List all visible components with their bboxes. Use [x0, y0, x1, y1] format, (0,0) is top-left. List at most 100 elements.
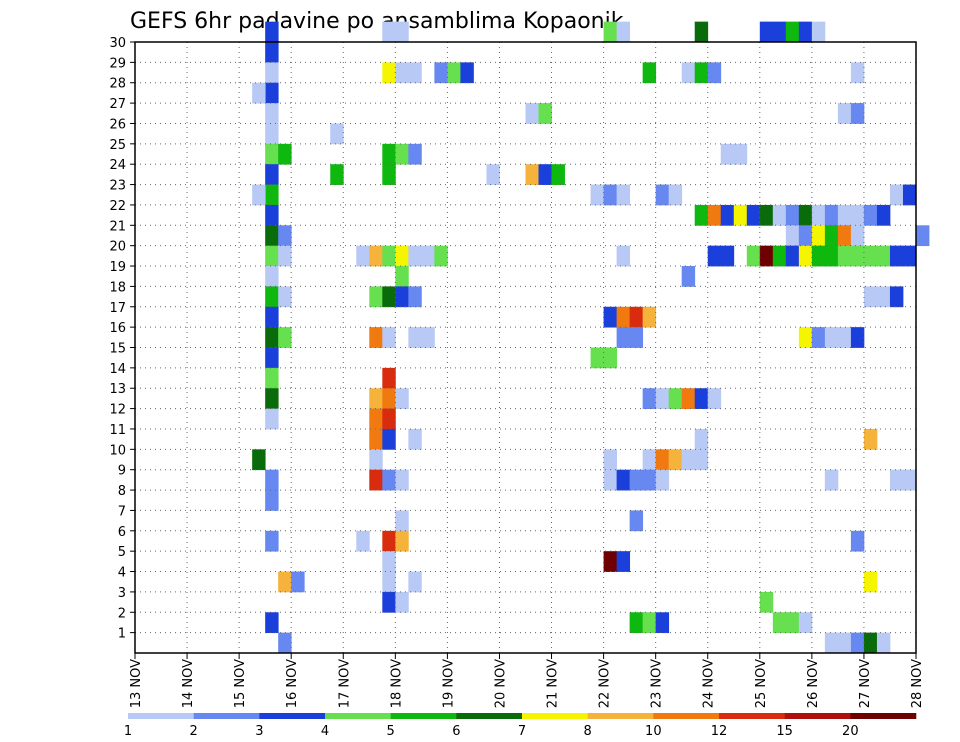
heatmap-cell: [642, 388, 657, 409]
heatmap-cell: [798, 327, 813, 348]
heatmap-cell: [382, 367, 396, 389]
heatmap-cell: [837, 103, 852, 124]
colorbar-label: 10: [645, 724, 662, 739]
heatmap-cell: [772, 21, 787, 43]
heatmap-cell: [330, 164, 344, 185]
x-tick-label: 24 NOV: [702, 659, 717, 708]
y-tick-label: 14: [109, 362, 126, 377]
x-tick-label: 17 NOV: [337, 659, 352, 708]
heatmap-cell: [265, 530, 279, 552]
heatmap-cell: [265, 367, 279, 389]
heatmap-cell: [850, 530, 865, 552]
heatmap-cell: [824, 327, 839, 348]
y-tick-label: 17: [109, 301, 126, 316]
heatmap-cell: [278, 245, 292, 267]
heatmap-cell: [798, 245, 813, 267]
heatmap-cell: [642, 469, 657, 491]
heatmap-cell: [850, 245, 865, 267]
y-tick-label: 1: [118, 627, 126, 642]
heatmap-cell: [369, 245, 383, 267]
x-tick-label: 19 NOV: [441, 659, 456, 708]
heatmap-cell: [265, 164, 279, 185]
colorbar-label: 8: [584, 724, 592, 739]
heatmap-cell: [863, 245, 878, 267]
colorbar-swatch: [522, 713, 588, 719]
y-tick-label: 9: [118, 464, 126, 479]
heatmap-cell: [694, 428, 709, 450]
y-tick-label: 4: [118, 566, 126, 581]
x-tick-label: 20 NOV: [493, 659, 508, 708]
heatmap-cell: [382, 551, 396, 572]
heatmap-cell: [265, 62, 279, 84]
y-tick-label: 23: [109, 179, 126, 194]
colorbar-label: 20: [842, 724, 859, 739]
heatmap-cell: [265, 388, 279, 409]
heatmap-cell: [265, 82, 279, 104]
heatmap-cell: [603, 469, 618, 491]
x-tick-label: 22 NOV: [598, 659, 613, 708]
heatmap-cell: [850, 327, 865, 348]
heatmap-cell: [434, 62, 448, 84]
heatmap-cell: [642, 449, 657, 471]
heatmap-cell: [265, 143, 279, 165]
heatmap-cell: [603, 551, 618, 572]
heatmap-cell: [759, 21, 774, 43]
heatmap-cell: [642, 612, 657, 634]
heatmap-cell: [694, 204, 709, 226]
heatmap-cell: [668, 449, 683, 471]
heatmap-cell: [811, 327, 826, 348]
colorbar-label: 4: [321, 724, 329, 739]
heatmap-cell: [616, 245, 631, 267]
heatmap-cells: [252, 21, 930, 654]
heatmap-cell: [369, 408, 383, 430]
heatmap-cell: [265, 327, 279, 348]
heatmap-cell: [538, 164, 552, 185]
heatmap-cell: [772, 612, 787, 634]
y-tick-label: 26: [109, 117, 126, 132]
colorbar-label: 7: [518, 724, 526, 739]
colorbar-swatch: [587, 713, 654, 719]
colorbar-label: 12: [711, 724, 728, 739]
heatmap-cell: [525, 103, 539, 124]
heatmap-cell: [811, 245, 826, 267]
heatmap-cell: [642, 306, 657, 328]
heatmap-cell: [408, 571, 422, 593]
heatmap-cell: [798, 21, 813, 43]
heatmap-cell: [629, 510, 644, 532]
heatmap-cell: [252, 82, 266, 104]
y-tick-label: 18: [109, 280, 126, 295]
heatmap-cell: [408, 62, 422, 84]
y-tick-label: 21: [109, 219, 126, 234]
heatmap-cell: [759, 591, 774, 613]
y-tick-label: 7: [118, 504, 126, 519]
y-tick-label: 25: [109, 138, 126, 153]
heatmap-cell: [759, 204, 774, 226]
x-tick-label: 16 NOV: [285, 659, 300, 708]
colorbar-label: 3: [255, 724, 263, 739]
y-tick-label: 24: [109, 158, 126, 173]
heatmap-cell: [681, 266, 696, 287]
y-tick-label: 30: [109, 36, 126, 51]
heatmap-cell: [356, 245, 370, 267]
heatmap-cell: [265, 184, 279, 206]
heatmap-cell: [356, 530, 370, 552]
y-tick-label: 5: [118, 545, 126, 560]
heatmap-cell: [382, 388, 396, 409]
heatmap-cell: [837, 225, 852, 247]
heatmap-cell: [837, 327, 852, 348]
heatmap-cell: [824, 469, 839, 491]
heatmap-cell: [265, 266, 279, 287]
x-tick-label: 21 NOV: [546, 659, 561, 708]
heatmap-cell: [369, 449, 383, 471]
heatmap-cell: [382, 408, 396, 430]
y-tick-label: 3: [118, 586, 126, 601]
y-tick-label: 22: [109, 199, 126, 214]
heatmap-cell: [850, 632, 865, 654]
heatmap-cell: [629, 612, 644, 634]
heatmap-cell: [603, 347, 618, 369]
heatmap-cell: [278, 286, 292, 308]
heatmap-cell: [278, 632, 292, 654]
heatmap-cell: [720, 245, 735, 267]
plot-grid: [135, 41, 916, 653]
heatmap-cell: [668, 388, 683, 409]
